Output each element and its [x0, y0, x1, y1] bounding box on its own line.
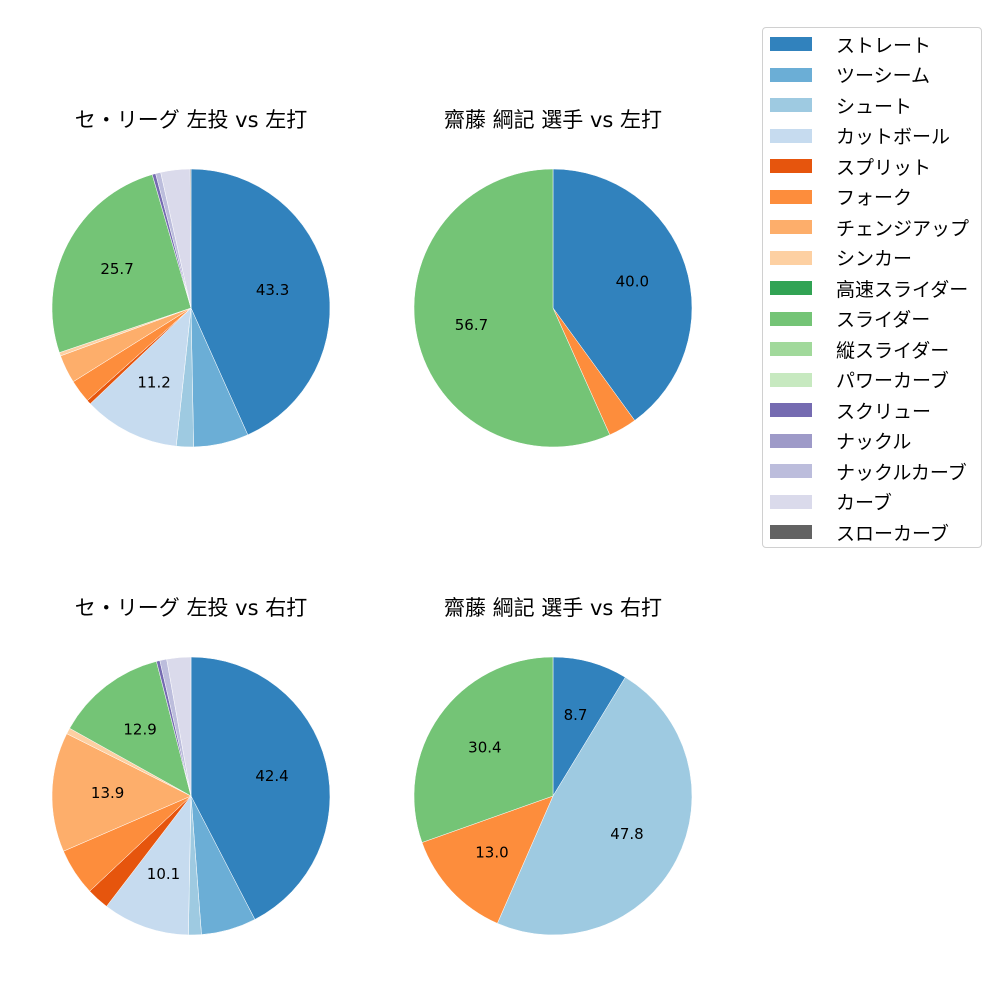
legend-swatch — [770, 342, 812, 356]
pie-slice — [190, 168, 331, 436]
legend-item: ツーシーム — [770, 65, 930, 87]
slice-value-label: 13.9 — [91, 784, 124, 802]
slice-value-label: 25.7 — [100, 260, 133, 278]
legend-swatch — [770, 159, 812, 173]
legend-label: パワーカーブ — [836, 370, 949, 392]
legend-item: カーブ — [770, 492, 892, 514]
legend-swatch — [770, 67, 812, 82]
slice-value-label: 56.7 — [455, 316, 488, 334]
pie-slice — [89, 307, 192, 447]
legend-label: ナックルカーブ — [836, 461, 967, 484]
legend-label: 縦スライダー — [836, 339, 950, 362]
legend-label: フォーク — [836, 187, 913, 209]
legend-swatch — [770, 189, 812, 204]
legend-label: ナックル — [836, 431, 912, 453]
legend-swatch — [770, 281, 812, 295]
slice-value-label: 12.9 — [123, 720, 156, 738]
legend-item: ストレート — [770, 34, 931, 57]
legend-item: パワーカーブ — [770, 370, 949, 392]
slice-value-label: 11.2 — [137, 373, 170, 391]
legend: ストレート ツーシーム シュート カットボール スプリット フォーク チェンジア… — [762, 27, 982, 548]
legend-item: スプリット — [770, 156, 931, 179]
legend-swatch — [770, 464, 812, 478]
legend-label: 高速スライダー — [836, 278, 969, 301]
legend-item: 縦スライダー — [770, 339, 949, 362]
legend-swatch — [770, 311, 812, 326]
legend-item: ナックル — [770, 431, 911, 453]
pie-slice — [497, 676, 693, 936]
legend-label: シンカー — [836, 248, 913, 270]
legend-label: カーブ — [836, 492, 892, 514]
legend-label: ストレート — [836, 34, 932, 57]
legend-item: スローカーブ — [770, 522, 949, 545]
pie-slice — [413, 656, 554, 843]
legend-item: カットボール — [770, 126, 950, 148]
slice-value-label: 8.7 — [564, 706, 588, 724]
legend-label: スクリュー — [836, 400, 932, 423]
legend-swatch — [770, 494, 812, 509]
legend-label: スライダー — [836, 309, 931, 331]
legend-item: スクリュー — [770, 400, 931, 423]
slice-value-label: 40.0 — [616, 273, 649, 291]
legend-label: シュート — [836, 95, 913, 118]
pie-slice — [189, 168, 192, 309]
legend-label: スプリット — [836, 156, 932, 179]
legend-swatch — [770, 37, 812, 51]
pie-slice — [51, 733, 192, 852]
pie-chart: 8.7 47.8 13.0 30.4 — [413, 656, 693, 936]
pie-chart: 42.4 10.1 13.9 12.9 — [51, 656, 331, 936]
chart-title: セ・リーグ 左投 vs 右打 — [74, 596, 308, 620]
legend-swatch — [770, 220, 812, 234]
pie-slice — [69, 661, 192, 797]
pie-chart: 40.0 56.7 — [413, 168, 693, 448]
legend-label: ツーシーム — [836, 65, 931, 87]
legend-item: ナックルカーブ — [770, 461, 967, 484]
pie-chart: 43.3 11.2 25.7 — [51, 168, 331, 448]
legend-item: スライダー — [770, 309, 930, 331]
pie-slice — [166, 656, 192, 797]
legend-label: カットボール — [836, 126, 951, 148]
chart-title: セ・リーグ 左投 vs 左打 — [74, 108, 308, 132]
pie-slice — [552, 168, 693, 421]
legend-item: シンカー — [770, 248, 912, 270]
pie-slice — [413, 168, 611, 448]
legend-swatch — [770, 128, 812, 143]
legend-swatch — [770, 250, 812, 265]
legend-item: 高速スライダー — [770, 278, 968, 301]
legend-label: チェンジアップ — [836, 217, 970, 240]
chart-title: 齋藤 綱記 選手 vs 左打 — [443, 108, 663, 132]
legend-swatch — [770, 525, 812, 539]
legend-swatch — [770, 403, 812, 417]
legend-label: スローカーブ — [836, 522, 949, 545]
pie-slice — [51, 174, 192, 353]
legend-item: フォーク — [770, 187, 912, 209]
slice-value-label: 30.4 — [468, 738, 501, 756]
legend-item: チェンジアップ — [770, 217, 969, 240]
legend-item: シュート — [770, 95, 912, 118]
slice-value-label: 13.0 — [475, 843, 508, 861]
slice-value-label: 43.3 — [256, 281, 289, 299]
legend-swatch — [770, 98, 812, 112]
slice-value-label: 42.4 — [255, 767, 288, 785]
legend-swatch — [770, 372, 812, 387]
legend-swatch — [770, 433, 812, 448]
slice-value-label: 10.1 — [147, 865, 180, 883]
pie-slice — [421, 795, 554, 924]
slice-value-label: 47.8 — [610, 825, 643, 843]
chart-title: 齋藤 綱記 選手 vs 右打 — [443, 596, 663, 620]
pie-slice — [190, 656, 331, 920]
pie-slice — [106, 795, 192, 936]
